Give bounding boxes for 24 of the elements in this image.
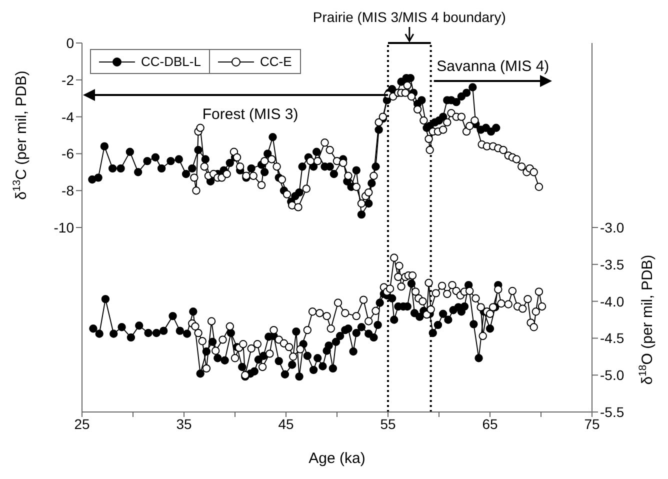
x-tick-label: 45	[278, 416, 294, 432]
annotation: Forest (MIS 3)	[202, 106, 298, 123]
annotation: Savanna (MIS 4)	[436, 58, 550, 75]
legend-label: CC-DBL-L	[141, 54, 201, 69]
y2-tick-label: -4.5	[600, 330, 624, 346]
x-tick-label: 65	[482, 416, 498, 432]
x-tick-label: 25	[74, 416, 90, 432]
y2-tick-label: -3.0	[600, 219, 624, 236]
legend-label: CC-E	[260, 54, 292, 69]
y-tick-label: -8	[62, 182, 74, 199]
chart-title: Prairie (MIS 3/MIS 4 boundary)	[312, 9, 506, 25]
y2-tick-label: -5.0	[600, 367, 624, 384]
x-tick-label: 75	[584, 416, 600, 432]
y-tick-label: -2	[62, 72, 74, 88]
x-axis-title: Age (ka)	[308, 450, 366, 467]
y-tick-label: -10	[54, 219, 74, 236]
y-tick-label: 0	[66, 34, 74, 51]
y-tick-label: -6	[62, 146, 74, 162]
y-tick-label: -4	[62, 108, 74, 125]
x-tick-label: 55	[380, 416, 396, 432]
x-tick-label: 35	[176, 416, 192, 432]
y2-tick-label: -4.0	[600, 293, 624, 310]
y2-tick-label: -3.5	[600, 256, 624, 272]
y2-tick-label: -5.5	[600, 404, 624, 420]
